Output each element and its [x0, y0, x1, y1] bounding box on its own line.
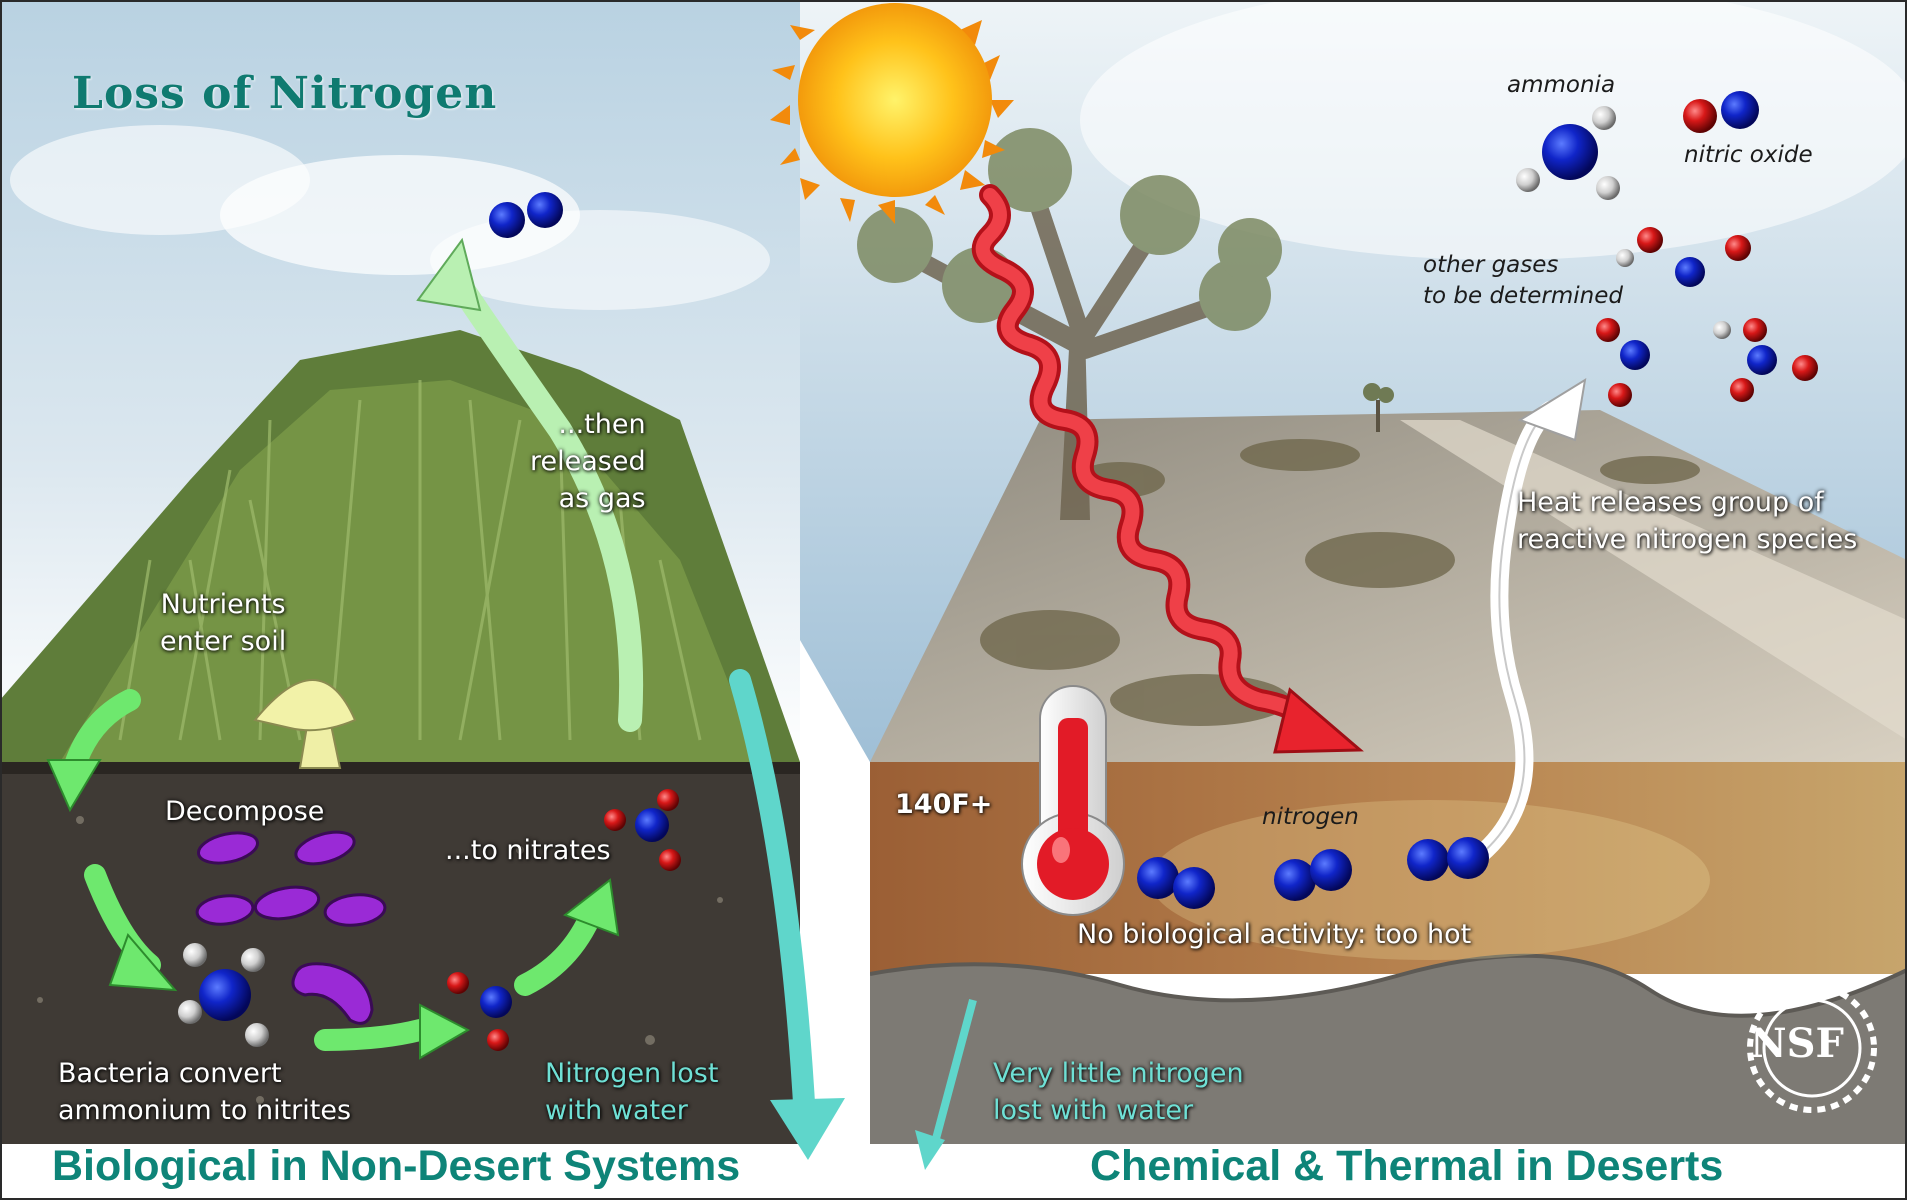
nsf-logo-text: NSF — [1750, 1020, 1844, 1067]
no-biological-activity-label: No biological activity: too hot — [1077, 919, 1472, 950]
nitrogen-molecule — [489, 192, 563, 238]
right-panel-caption: Chemical & Thermal in Deserts — [1090, 1142, 1724, 1190]
desert-shrubs — [980, 439, 1700, 726]
other-gas-molecule-2 — [1596, 318, 1650, 407]
bacteria-label: Bacteria convert ammonium to nitrites — [58, 1058, 352, 1126]
gas-release-arrow — [416, 237, 644, 732]
small-joshua-tree — [1363, 383, 1394, 432]
nitrogen-molecule-soil-1 — [1137, 857, 1215, 909]
other-gas-molecule-3 — [1713, 318, 1818, 402]
temperature-label: 140F+ — [895, 789, 993, 820]
nitrogen-molecule-soil-3 — [1407, 837, 1489, 881]
page-title: Loss of Nitrogen — [72, 68, 498, 119]
nitrate-molecule — [604, 789, 681, 871]
green-arrows — [64, 689, 606, 1051]
other-gas-molecule-1 — [1616, 227, 1751, 287]
nitrogen-molecule-soil-2 — [1274, 849, 1352, 901]
nsf-logo — [1747, 983, 1877, 1113]
nitric-oxide-molecule — [1683, 91, 1759, 133]
nutrients-label: Nutrients enter soil — [160, 589, 287, 657]
grass-blades — [118, 380, 702, 741]
dirt-road — [1400, 420, 1907, 740]
nitrates-label: ...to nitrates — [445, 835, 611, 866]
nitrogen-label: nitrogen — [1262, 804, 1359, 830]
bacteria — [195, 830, 387, 1025]
right-subsoil — [870, 955, 1907, 1144]
sun-icon — [770, 3, 1014, 224]
ammonia-label: ammonia — [1507, 72, 1616, 98]
mushroom-icon — [253, 679, 357, 769]
thermometer-icon — [1021, 685, 1125, 916]
little-nitrogen-lost-label: Very little nitrogen lost with water — [993, 1058, 1244, 1126]
left-panel-caption: Biological in Non-Desert Systems — [52, 1142, 741, 1190]
heat-release-arrow — [1471, 377, 1587, 864]
nitrite-molecule — [447, 972, 512, 1051]
water-loss-arrow — [729, 669, 845, 1160]
released-label: ...then released as gas — [530, 409, 646, 514]
other-gases-label: other gases to be determined — [1423, 252, 1623, 309]
heat-wave-arrow — [971, 184, 1364, 754]
ammonia-molecule — [1516, 106, 1620, 200]
heat-releases-label: Heat releases group of reactive nitrogen… — [1517, 487, 1858, 555]
nitric-oxide-label: nitric oxide — [1684, 142, 1813, 168]
decompose-label: Decompose — [165, 796, 325, 827]
cloud — [10, 125, 310, 235]
little-water-loss-arrow — [915, 998, 977, 1170]
ammonium-molecule — [178, 943, 269, 1047]
nitrogen-lost-water-label: Nitrogen lost with water — [545, 1058, 719, 1126]
